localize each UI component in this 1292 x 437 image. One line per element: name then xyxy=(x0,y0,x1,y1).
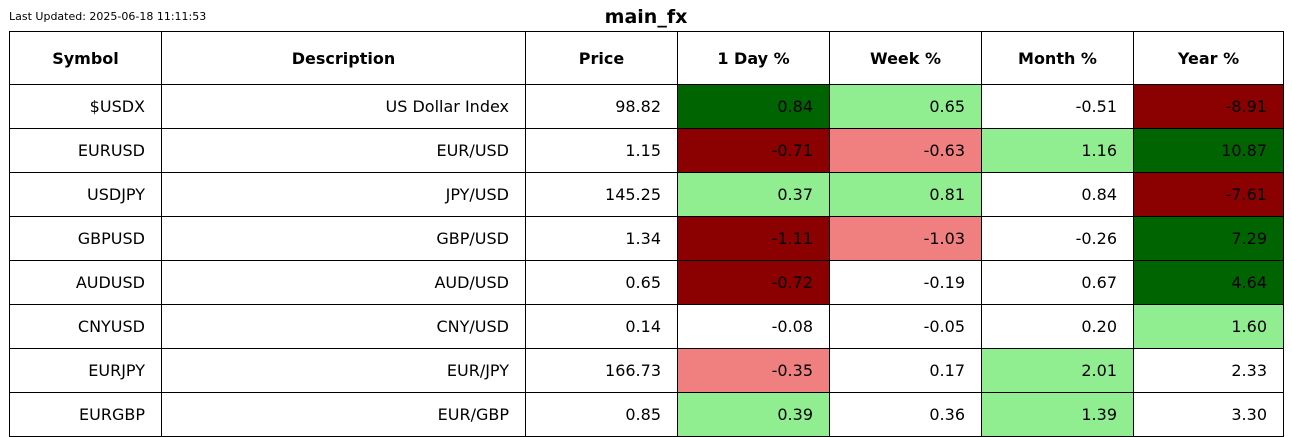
month-change-cell: 0.20 xyxy=(981,304,1134,349)
week-change-cell: -0.05 xyxy=(829,304,982,349)
week-change-cell: 0.81 xyxy=(829,172,982,217)
table-row: EURGBP EUR/GBP 0.85 0.39 0.36 1.39 3.30 xyxy=(9,392,1284,437)
last-updated-label: Last Updated: 2025-06-18 11:11:53 xyxy=(9,10,207,23)
month-change-cell: -0.51 xyxy=(981,84,1134,129)
month-change-cell: 1.16 xyxy=(981,128,1134,173)
week-change-cell: -1.03 xyxy=(829,216,982,261)
price-cell: 0.85 xyxy=(525,392,678,437)
column-header-month-pct: Month % xyxy=(981,31,1134,85)
day-change-cell: -0.72 xyxy=(677,260,830,305)
week-change-cell: -0.63 xyxy=(829,128,982,173)
price-cell: 1.15 xyxy=(525,128,678,173)
column-header-year-pct: Year % xyxy=(1133,31,1284,85)
price-cell: 145.25 xyxy=(525,172,678,217)
price-cell: 0.14 xyxy=(525,304,678,349)
table-row: CNYUSD CNY/USD 0.14 -0.08 -0.05 0.20 1.60 xyxy=(9,304,1284,349)
description-cell: US Dollar Index xyxy=(161,84,526,129)
week-change-cell: -0.19 xyxy=(829,260,982,305)
column-header-1-day-pct: 1 Day % xyxy=(677,31,830,85)
table-row: $USDX US Dollar Index 98.82 0.84 0.65 -0.51 -8… xyxy=(9,84,1284,129)
column-header-price: Price xyxy=(525,31,678,85)
price-cell: 1.34 xyxy=(525,216,678,261)
description-cell: EUR/USD xyxy=(161,128,526,173)
symbol-cell: EURUSD xyxy=(9,128,162,173)
column-header-week-pct: Week % xyxy=(829,31,982,85)
year-change-cell: 7.29 xyxy=(1133,216,1284,261)
symbol-cell: AUDUSD xyxy=(9,260,162,305)
day-change-cell: 0.37 xyxy=(677,172,830,217)
table-row: EURJPY EUR/JPY 166.73 -0.35 0.17 2.01 2.33 xyxy=(9,348,1284,393)
symbol-cell: CNYUSD xyxy=(9,304,162,349)
price-cell: 98.82 xyxy=(525,84,678,129)
year-change-cell: 1.60 xyxy=(1133,304,1284,349)
day-change-cell: 0.84 xyxy=(677,84,830,129)
header-row: Symbol Description Price 1 Day % Week % … xyxy=(9,31,1284,85)
description-cell: EUR/GBP xyxy=(161,392,526,437)
week-change-cell: 0.36 xyxy=(829,392,982,437)
description-cell: EUR/JPY xyxy=(161,348,526,393)
symbol-cell: EURGBP xyxy=(9,392,162,437)
symbol-cell: GBPUSD xyxy=(9,216,162,261)
week-change-cell: 0.17 xyxy=(829,348,982,393)
year-change-cell: 10.87 xyxy=(1133,128,1284,173)
month-change-cell: 2.01 xyxy=(981,348,1134,393)
year-change-cell: -8.91 xyxy=(1133,84,1284,129)
table-row: AUDUSD AUD/USD 0.65 -0.72 -0.19 0.67 4.64 xyxy=(9,260,1284,305)
symbol-cell: USDJPY xyxy=(9,172,162,217)
month-change-cell: 0.67 xyxy=(981,260,1134,305)
description-cell: GBP/USD xyxy=(161,216,526,261)
table-body: $USDX US Dollar Index 98.82 0.84 0.65 -0.51 -8… xyxy=(9,84,1284,437)
week-change-cell: 0.65 xyxy=(829,84,982,129)
day-change-cell: -0.71 xyxy=(677,128,830,173)
month-change-cell: 1.39 xyxy=(981,392,1134,437)
description-cell: AUD/USD xyxy=(161,260,526,305)
description-cell: CNY/USD xyxy=(161,304,526,349)
year-change-cell: -7.61 xyxy=(1133,172,1284,217)
column-header-description: Description xyxy=(161,31,526,85)
symbol-cell: EURJPY xyxy=(9,348,162,393)
day-change-cell: -0.08 xyxy=(677,304,830,349)
day-change-cell: -0.35 xyxy=(677,348,830,393)
table-row: GBPUSD GBP/USD 1.34 -1.11 -1.03 -0.26 7.29 xyxy=(9,216,1284,261)
symbol-cell: $USDX xyxy=(9,84,162,129)
table-row: EURUSD EUR/USD 1.15 -0.71 -0.63 1.16 10.87 xyxy=(9,128,1284,173)
year-change-cell: 3.30 xyxy=(1133,392,1284,437)
fx-table: Symbol Description Price 1 Day % Week % … xyxy=(9,31,1284,437)
day-change-cell: 0.39 xyxy=(677,392,830,437)
year-change-cell: 4.64 xyxy=(1133,260,1284,305)
table-row: USDJPY JPY/USD 145.25 0.37 0.81 0.84 -7.61 xyxy=(9,172,1284,217)
description-cell: JPY/USD xyxy=(161,172,526,217)
chart-title: main_fx xyxy=(604,6,688,28)
year-change-cell: 2.33 xyxy=(1133,348,1284,393)
month-change-cell: 0.84 xyxy=(981,172,1134,217)
day-change-cell: -1.11 xyxy=(677,216,830,261)
month-change-cell: -0.26 xyxy=(981,216,1134,261)
price-cell: 166.73 xyxy=(525,348,678,393)
price-cell: 0.65 xyxy=(525,260,678,305)
column-header-symbol: Symbol xyxy=(9,31,162,85)
